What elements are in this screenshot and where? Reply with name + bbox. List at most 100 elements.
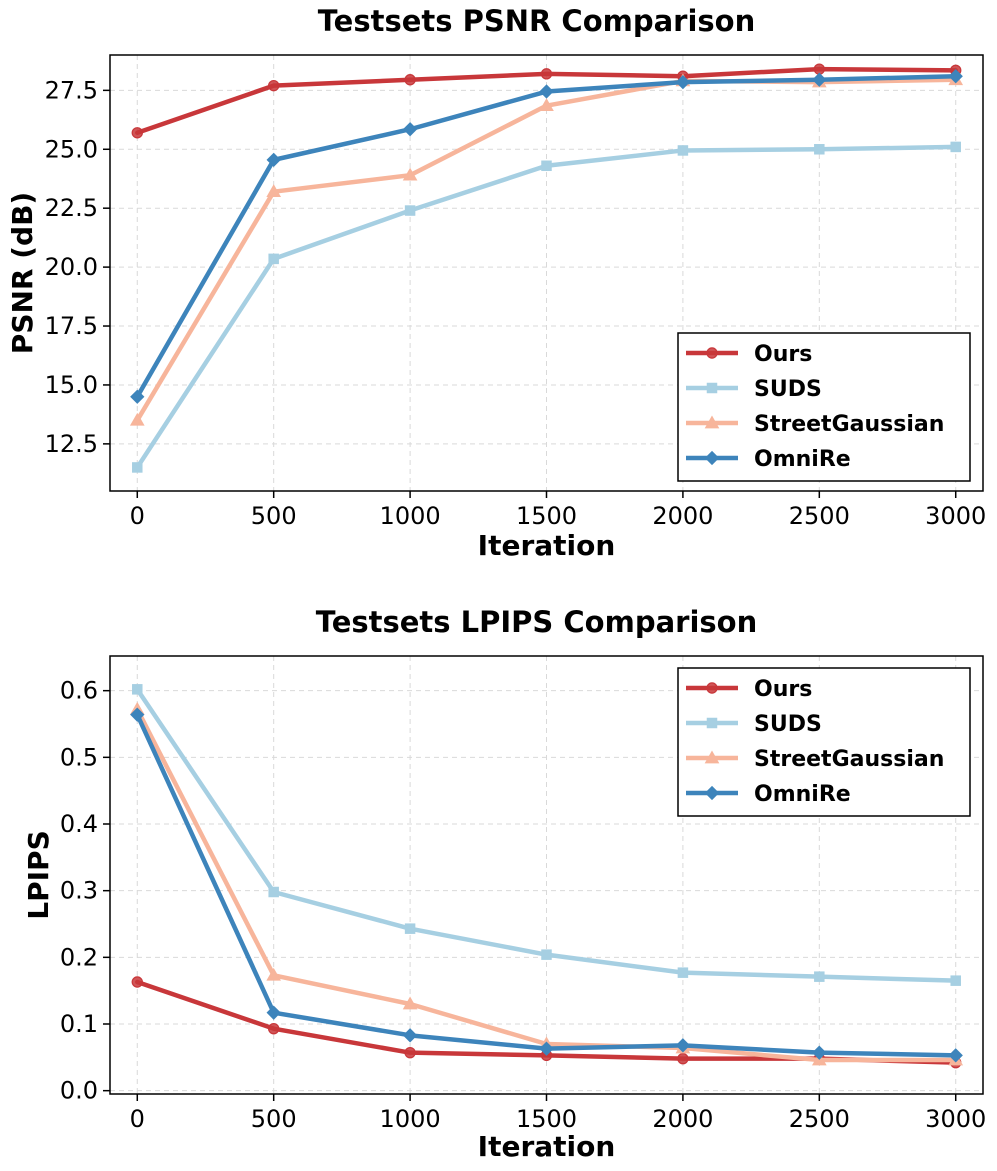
data-point: [812, 1045, 827, 1060]
data-point: [539, 1041, 554, 1056]
x-tick-label: 1500: [516, 1105, 577, 1133]
data-point: [267, 1022, 280, 1035]
data-point: [266, 1005, 281, 1020]
legend-item: Ours: [686, 677, 812, 702]
series-omnire: [130, 69, 963, 404]
y-tick-label: 25.0: [45, 135, 98, 163]
legend-item: OmniRe: [686, 782, 851, 807]
x-tick-label: 0: [130, 1105, 145, 1133]
data-point: [948, 1048, 963, 1063]
data-point: [402, 1028, 418, 1043]
x-tick-label: 2500: [789, 1105, 850, 1133]
data-point: [541, 949, 552, 960]
legend-label: SUDS: [754, 377, 822, 402]
y-tick-label: 20.0: [45, 253, 98, 281]
data-point: [130, 707, 145, 722]
y-tick-label: 0.0: [60, 1077, 98, 1105]
data-point: [268, 253, 279, 265]
lpips-chart: 0 500 1000 1500 2000 2500 3000 0.0 0.1 0.2 0.3 0.4 0…: [22, 605, 986, 1163]
legend-marker: [704, 415, 720, 429]
y-tick-label: 22.5: [45, 194, 98, 222]
legend: Ours SUDS StreetGaussian OmniRe: [677, 332, 971, 482]
data-point: [132, 684, 143, 695]
legend-item: StreetGaussian: [686, 747, 944, 772]
y-tick-label: 27.5: [45, 76, 98, 104]
y-axis-label: LPIPS: [22, 830, 55, 919]
data-point: [129, 412, 145, 426]
y-tick-label: 17.5: [45, 312, 98, 340]
chart-title: Testsets LPIPS Comparison: [316, 605, 757, 639]
legend-label: SUDS: [754, 712, 822, 737]
data-point: [948, 69, 963, 84]
x-tick-label: 1000: [380, 502, 441, 530]
data-point: [812, 72, 827, 87]
x-tick-label: 2000: [652, 1105, 713, 1133]
legend-label: Ours: [754, 677, 812, 702]
legend-marker: [704, 450, 720, 466]
data-point: [402, 167, 418, 181]
data-point: [677, 145, 689, 156]
legend-label: Ours: [754, 342, 812, 367]
y-tick-label: 15.0: [45, 371, 98, 399]
x-tick-label: 500: [251, 1105, 297, 1133]
x-tick-label: 1000: [380, 1105, 441, 1133]
data-point: [675, 74, 691, 90]
legend-marker: [706, 382, 718, 394]
legend-marker: [706, 717, 718, 729]
legend-label: OmniRe: [754, 447, 851, 472]
legend-item: OmniRe: [686, 447, 851, 472]
legend-item: SUDS: [686, 377, 822, 402]
legend-marker: [704, 750, 720, 764]
data-point: [266, 967, 282, 981]
data-point: [130, 389, 145, 404]
x-tick-label: 1500: [516, 502, 577, 530]
legend-marker: [706, 347, 718, 359]
y-tick-label: 0.3: [60, 877, 98, 905]
y-tick-label: 0.2: [60, 943, 98, 971]
data-point: [402, 122, 418, 137]
data-point: [402, 996, 418, 1010]
y-tick-label: 0.4: [60, 810, 98, 838]
data-point: [539, 98, 554, 111]
x-tick-label: 2500: [789, 502, 850, 530]
data-point: [541, 160, 552, 172]
legend-item: StreetGaussian: [686, 412, 944, 437]
y-axis-label: PSNR (dB): [6, 192, 39, 354]
x-tick-label: 0: [130, 502, 145, 530]
data-point: [814, 971, 825, 982]
x-tick-label: 2000: [652, 502, 713, 530]
y-tick-label: 0.5: [60, 743, 98, 771]
data-point: [404, 205, 416, 216]
legend-item: SUDS: [686, 712, 822, 737]
data-point: [404, 923, 416, 934]
legend-label: OmniRe: [754, 782, 851, 807]
x-axis-label: Iteration: [478, 1130, 616, 1163]
x-axis-label: Iteration: [478, 529, 616, 562]
series-suds: [132, 684, 961, 986]
legend-label: StreetGaussian: [754, 747, 944, 772]
legend-item: Ours: [686, 342, 812, 367]
series-suds: [132, 141, 961, 473]
data-point: [132, 462, 143, 473]
data-point: [814, 144, 825, 155]
data-point: [131, 127, 143, 139]
x-tick-label: 3000: [925, 1105, 986, 1133]
data-point: [539, 84, 554, 99]
chart-title: Testsets PSNR Comparison: [318, 4, 756, 38]
data-point: [675, 1038, 691, 1053]
data-point: [540, 68, 553, 80]
data-point: [677, 967, 689, 978]
y-tick-label: 0.6: [60, 677, 98, 705]
legend: Ours SUDS StreetGaussian OmniRe: [677, 667, 971, 817]
data-point: [404, 1046, 416, 1059]
data-point: [950, 141, 961, 153]
data-point: [266, 152, 281, 168]
legend-marker: [706, 682, 718, 694]
x-tick-label: 3000: [925, 502, 986, 530]
series-omnire: [130, 707, 963, 1063]
data-point: [266, 184, 282, 198]
legend-marker: [704, 785, 720, 801]
data-point: [404, 74, 416, 86]
data-point: [677, 1052, 689, 1065]
